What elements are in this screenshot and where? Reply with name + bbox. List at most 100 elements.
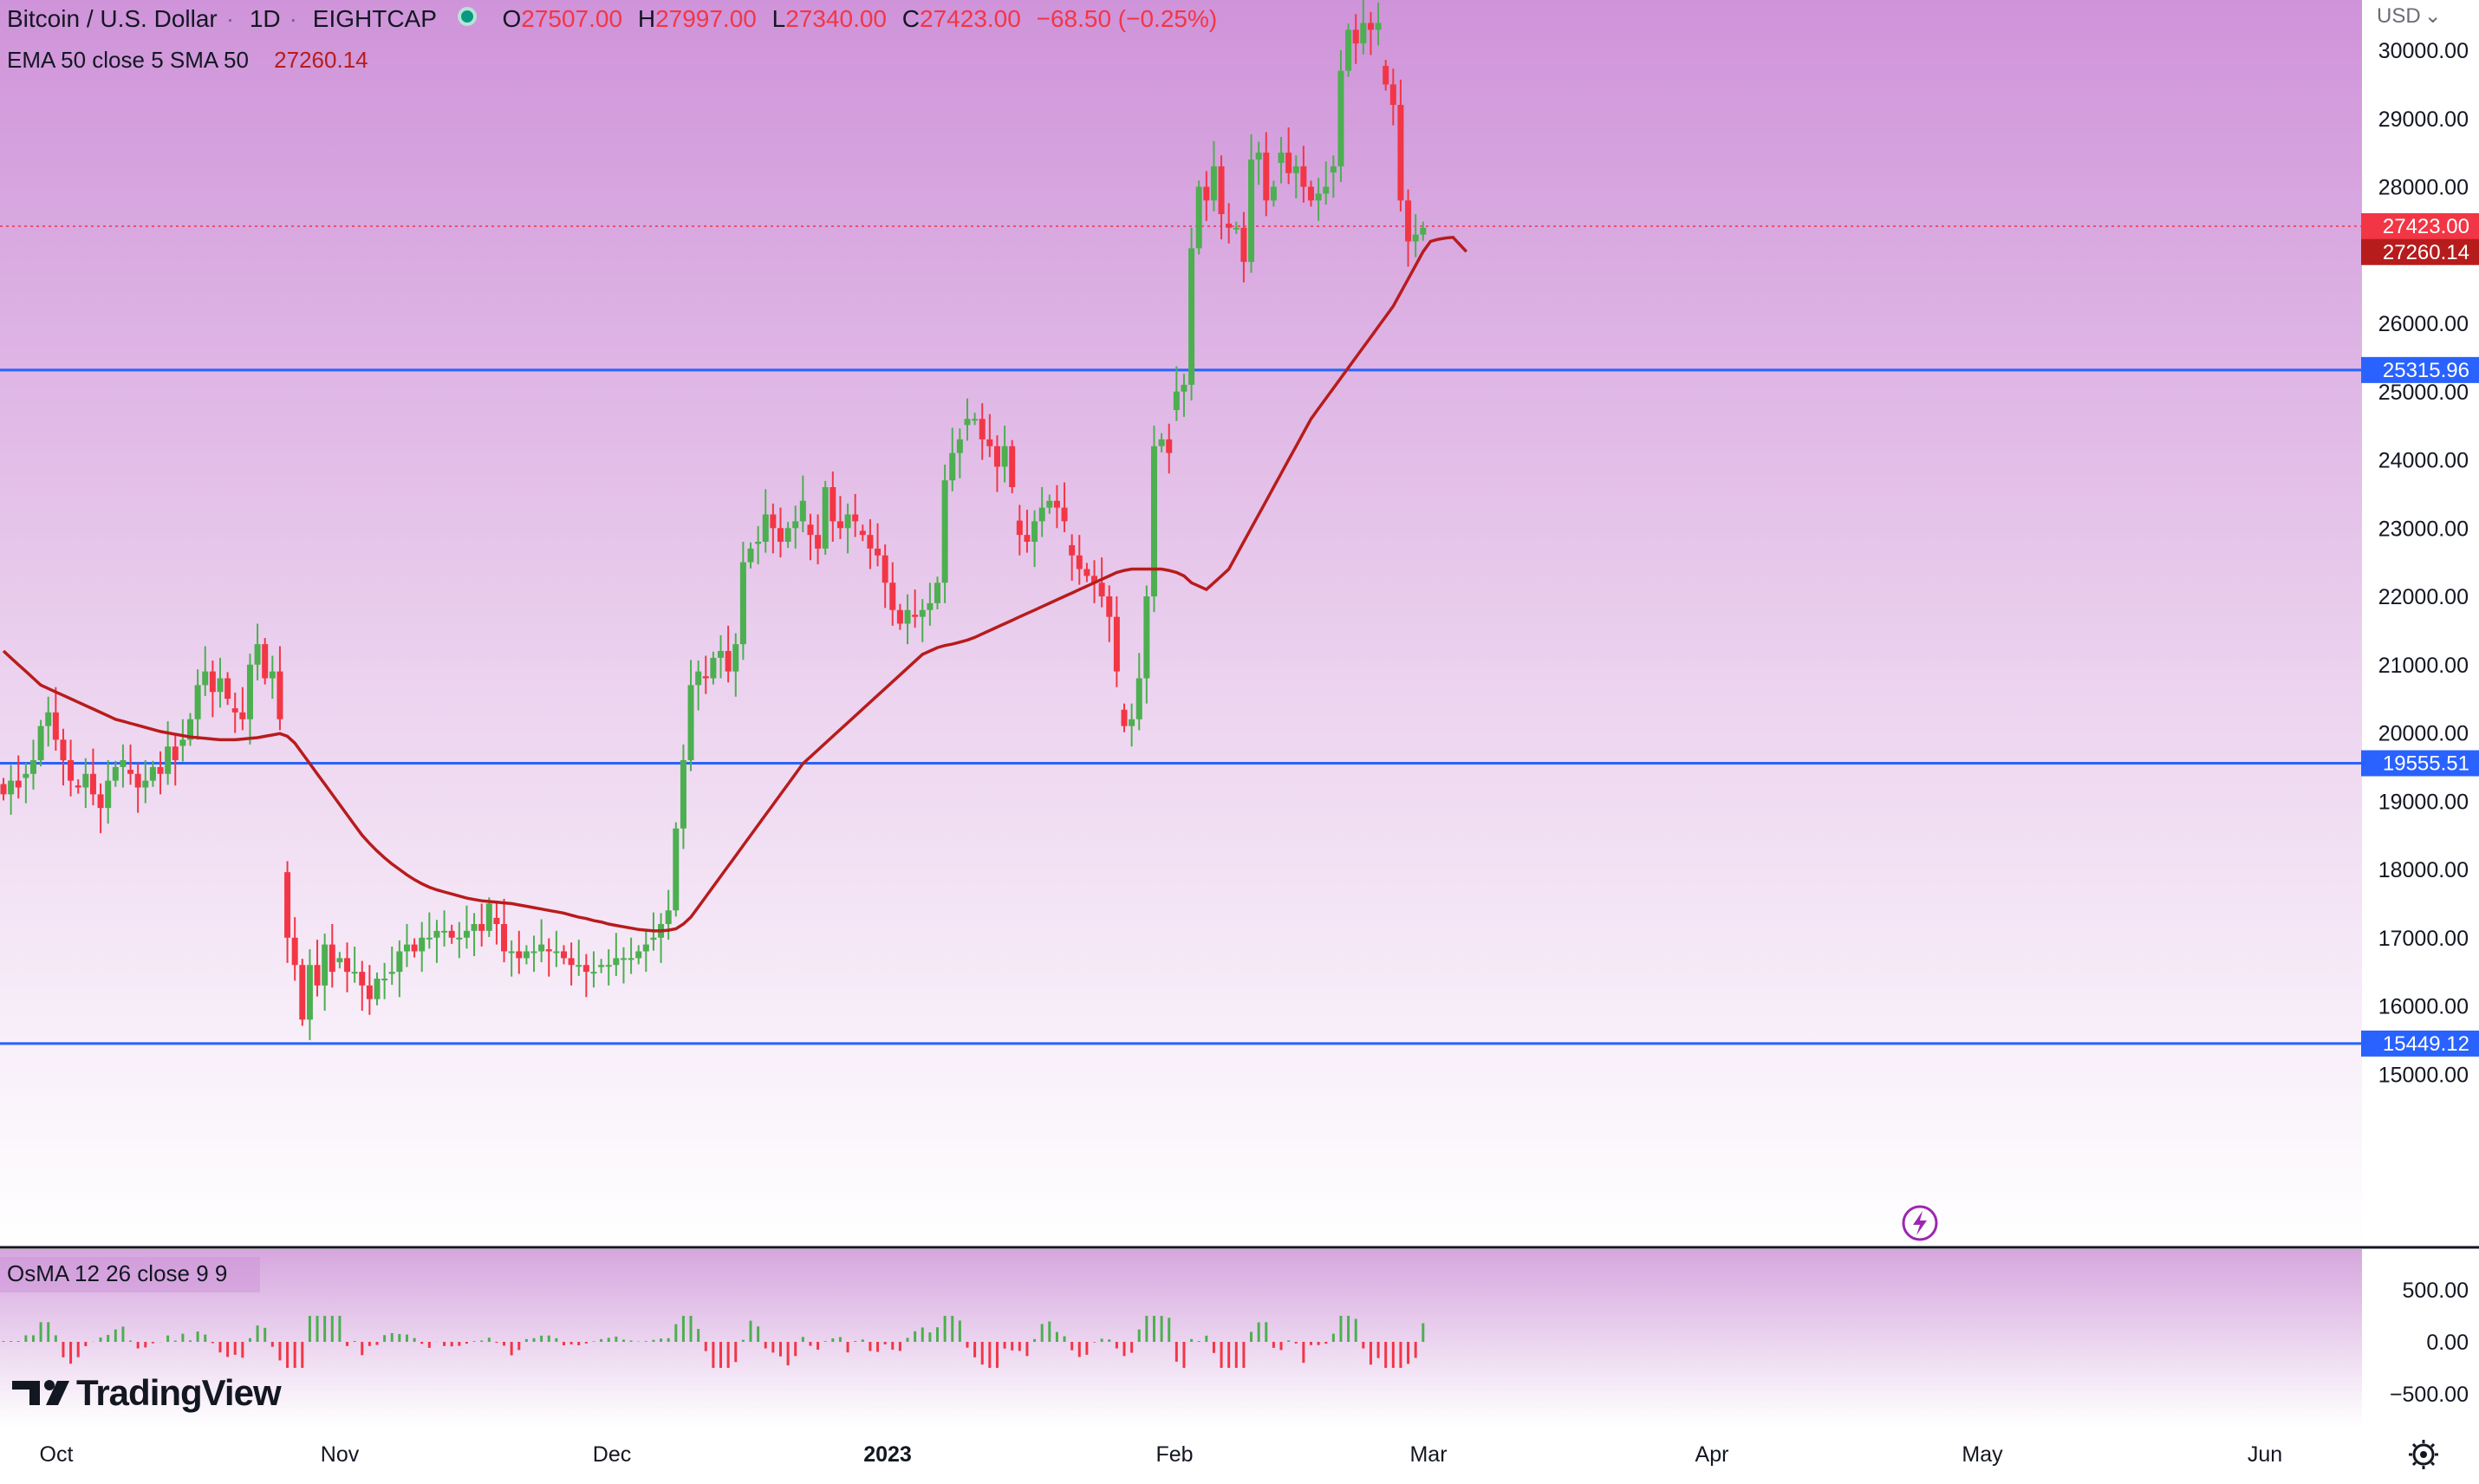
candle-body[interactable] <box>120 760 127 767</box>
candle-body[interactable] <box>239 712 246 719</box>
candle-body[interactable] <box>650 937 657 941</box>
osc-legend[interactable]: OsMA 12 26 close 9 9 <box>0 1257 261 1292</box>
candle-body[interactable] <box>777 528 784 542</box>
candle-body[interactable] <box>1031 521 1038 542</box>
candle-body[interactable] <box>68 760 75 781</box>
candle-body[interactable] <box>799 500 806 522</box>
candle-body[interactable] <box>1420 227 1427 235</box>
candle-body[interactable] <box>284 872 291 938</box>
candle-body[interactable] <box>605 965 612 967</box>
candle-body[interactable] <box>687 685 694 760</box>
candle-body[interactable] <box>1024 535 1031 542</box>
candle-body[interactable] <box>896 609 903 624</box>
candle-body[interactable] <box>1001 446 1008 467</box>
candle-body[interactable] <box>822 487 829 549</box>
candle-body[interactable] <box>815 535 822 549</box>
candle-body[interactable] <box>1143 596 1150 679</box>
candle-body[interactable] <box>485 903 492 931</box>
candle-body[interactable] <box>419 937 426 952</box>
candle-body[interactable] <box>1300 166 1307 187</box>
ema-price-badge[interactable] <box>2361 238 2479 265</box>
candle-body[interactable] <box>254 644 261 665</box>
candle-body[interactable] <box>941 480 948 583</box>
candle-body[interactable] <box>224 678 231 700</box>
candle-body[interactable] <box>403 944 410 952</box>
candle-body[interactable] <box>142 780 149 788</box>
candle-body[interactable] <box>52 712 59 740</box>
indicator-legend[interactable]: EMA 50 close 5 SMA 50 27260.14 <box>7 47 377 74</box>
candle-body[interactable] <box>912 615 919 617</box>
candle-body[interactable] <box>501 924 508 952</box>
candle-body[interactable] <box>344 958 351 973</box>
candle-body[interactable] <box>582 965 589 973</box>
candle-body[interactable] <box>359 972 366 986</box>
candle-body[interactable] <box>553 951 560 954</box>
candle-body[interactable] <box>299 965 306 1020</box>
candle-body[interactable] <box>1375 23 1382 30</box>
candle-body[interactable] <box>792 521 799 529</box>
candle-body[interactable] <box>1181 384 1187 392</box>
candle-body[interactable] <box>1278 153 1285 163</box>
candle-body[interactable] <box>635 951 642 959</box>
candle-body[interactable] <box>755 542 762 544</box>
candle-body[interactable] <box>456 937 463 940</box>
candle-body[interactable] <box>628 958 634 960</box>
candle-body[interactable] <box>351 972 358 974</box>
candle-body[interactable] <box>598 965 605 967</box>
candle-body[interactable] <box>852 514 859 522</box>
ema-line[interactable] <box>2 235 1468 933</box>
candle-body[interactable] <box>949 452 956 481</box>
candle-body[interactable] <box>336 958 343 963</box>
candle-body[interactable] <box>979 419 986 439</box>
candle-body[interactable] <box>1383 66 1389 85</box>
candle-body[interactable] <box>590 972 597 974</box>
level-price-badge[interactable] <box>2361 750 2479 777</box>
candle-body[interactable] <box>105 780 112 809</box>
candle-body[interactable] <box>314 965 321 986</box>
candle-body[interactable] <box>291 937 298 966</box>
interval-label[interactable]: 1D <box>249 5 281 32</box>
candle-body[interactable] <box>29 760 36 774</box>
candle-body[interactable] <box>702 676 709 679</box>
candle-body[interactable] <box>1233 227 1240 230</box>
candle-body[interactable] <box>836 521 843 529</box>
candle-body[interactable] <box>1330 166 1337 172</box>
candle-body[interactable] <box>919 609 926 617</box>
candle-body[interactable] <box>1076 555 1083 570</box>
candle-body[interactable] <box>695 671 702 686</box>
candle-body[interactable] <box>89 773 96 795</box>
candle-body[interactable] <box>986 439 993 446</box>
candle-body[interactable] <box>179 739 186 746</box>
candle-body[interactable] <box>262 644 269 679</box>
candle-body[interactable] <box>209 671 216 693</box>
candle-body[interactable] <box>1098 583 1105 596</box>
candle-body[interactable] <box>374 979 381 999</box>
symbol-name[interactable]: Bitcoin / U.S. Dollar <box>7 5 218 32</box>
candle-body[interactable] <box>471 924 478 931</box>
candle-body[interactable] <box>1397 105 1404 201</box>
candle-body[interactable] <box>463 930 470 938</box>
candle-body[interactable] <box>642 944 649 952</box>
candle-body[interactable] <box>1270 186 1277 201</box>
candle-body[interactable] <box>172 746 179 760</box>
candle-body[interactable] <box>1248 159 1255 263</box>
candle-body[interactable] <box>366 985 373 999</box>
candle-body[interactable] <box>433 930 440 938</box>
candle-body[interactable] <box>149 766 156 781</box>
candle-body[interactable] <box>1337 70 1344 166</box>
candle-body[interactable] <box>875 548 882 556</box>
candle-body[interactable] <box>784 528 791 542</box>
candle-body[interactable] <box>904 609 911 624</box>
candle-body[interactable] <box>322 944 329 986</box>
candle-body[interactable] <box>568 958 575 966</box>
candle-body[interactable] <box>882 555 888 583</box>
candle-body[interactable] <box>1255 153 1262 159</box>
candle-body[interactable] <box>217 678 224 693</box>
candle-body[interactable] <box>1091 576 1098 583</box>
candle-body[interactable] <box>1188 248 1195 385</box>
candle-body[interactable] <box>45 712 52 726</box>
candle-body[interactable] <box>1069 544 1076 556</box>
candle-body[interactable] <box>1360 23 1367 44</box>
candle-body[interactable] <box>329 944 335 973</box>
